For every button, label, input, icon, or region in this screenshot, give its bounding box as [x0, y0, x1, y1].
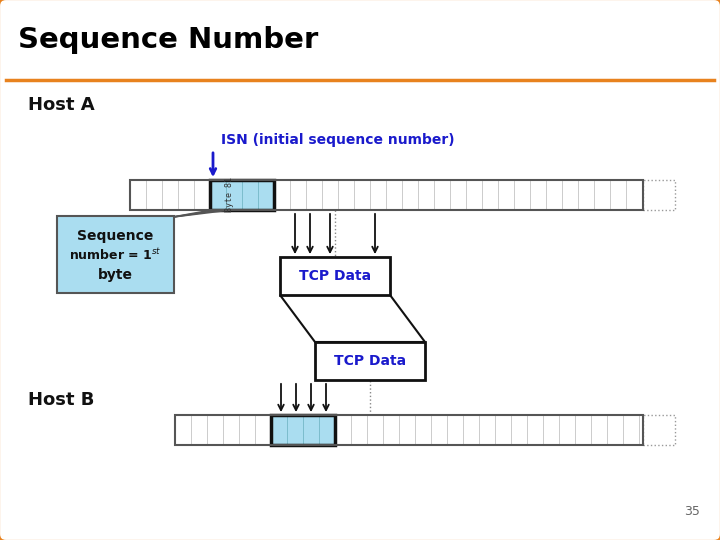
- Bar: [271, 415, 335, 445]
- Polygon shape: [280, 295, 425, 342]
- Bar: [643, 180, 675, 210]
- Text: byte: byte: [98, 268, 133, 282]
- Text: Byte 81: Byte 81: [225, 178, 234, 213]
- Bar: [271, 415, 335, 445]
- Text: Host B: Host B: [28, 391, 94, 409]
- Bar: [210, 180, 274, 210]
- Bar: [130, 180, 675, 210]
- Bar: [315, 342, 425, 380]
- Bar: [280, 257, 390, 295]
- Bar: [175, 415, 675, 445]
- Text: ISN (initial sequence number): ISN (initial sequence number): [221, 133, 454, 147]
- Text: number = 1$^{st}$: number = 1$^{st}$: [69, 247, 162, 262]
- Text: TCP Data: TCP Data: [334, 354, 406, 368]
- Text: Sequence Number: Sequence Number: [18, 26, 318, 54]
- Text: Host A: Host A: [28, 96, 94, 114]
- Text: 35: 35: [684, 505, 700, 518]
- Text: Sequence: Sequence: [77, 229, 153, 243]
- Text: TCP Data: TCP Data: [299, 269, 371, 283]
- Bar: [210, 180, 274, 210]
- Bar: [643, 415, 675, 445]
- Bar: [15, 85, 705, 525]
- Bar: [130, 180, 643, 210]
- Bar: [175, 415, 643, 445]
- FancyBboxPatch shape: [57, 216, 174, 293]
